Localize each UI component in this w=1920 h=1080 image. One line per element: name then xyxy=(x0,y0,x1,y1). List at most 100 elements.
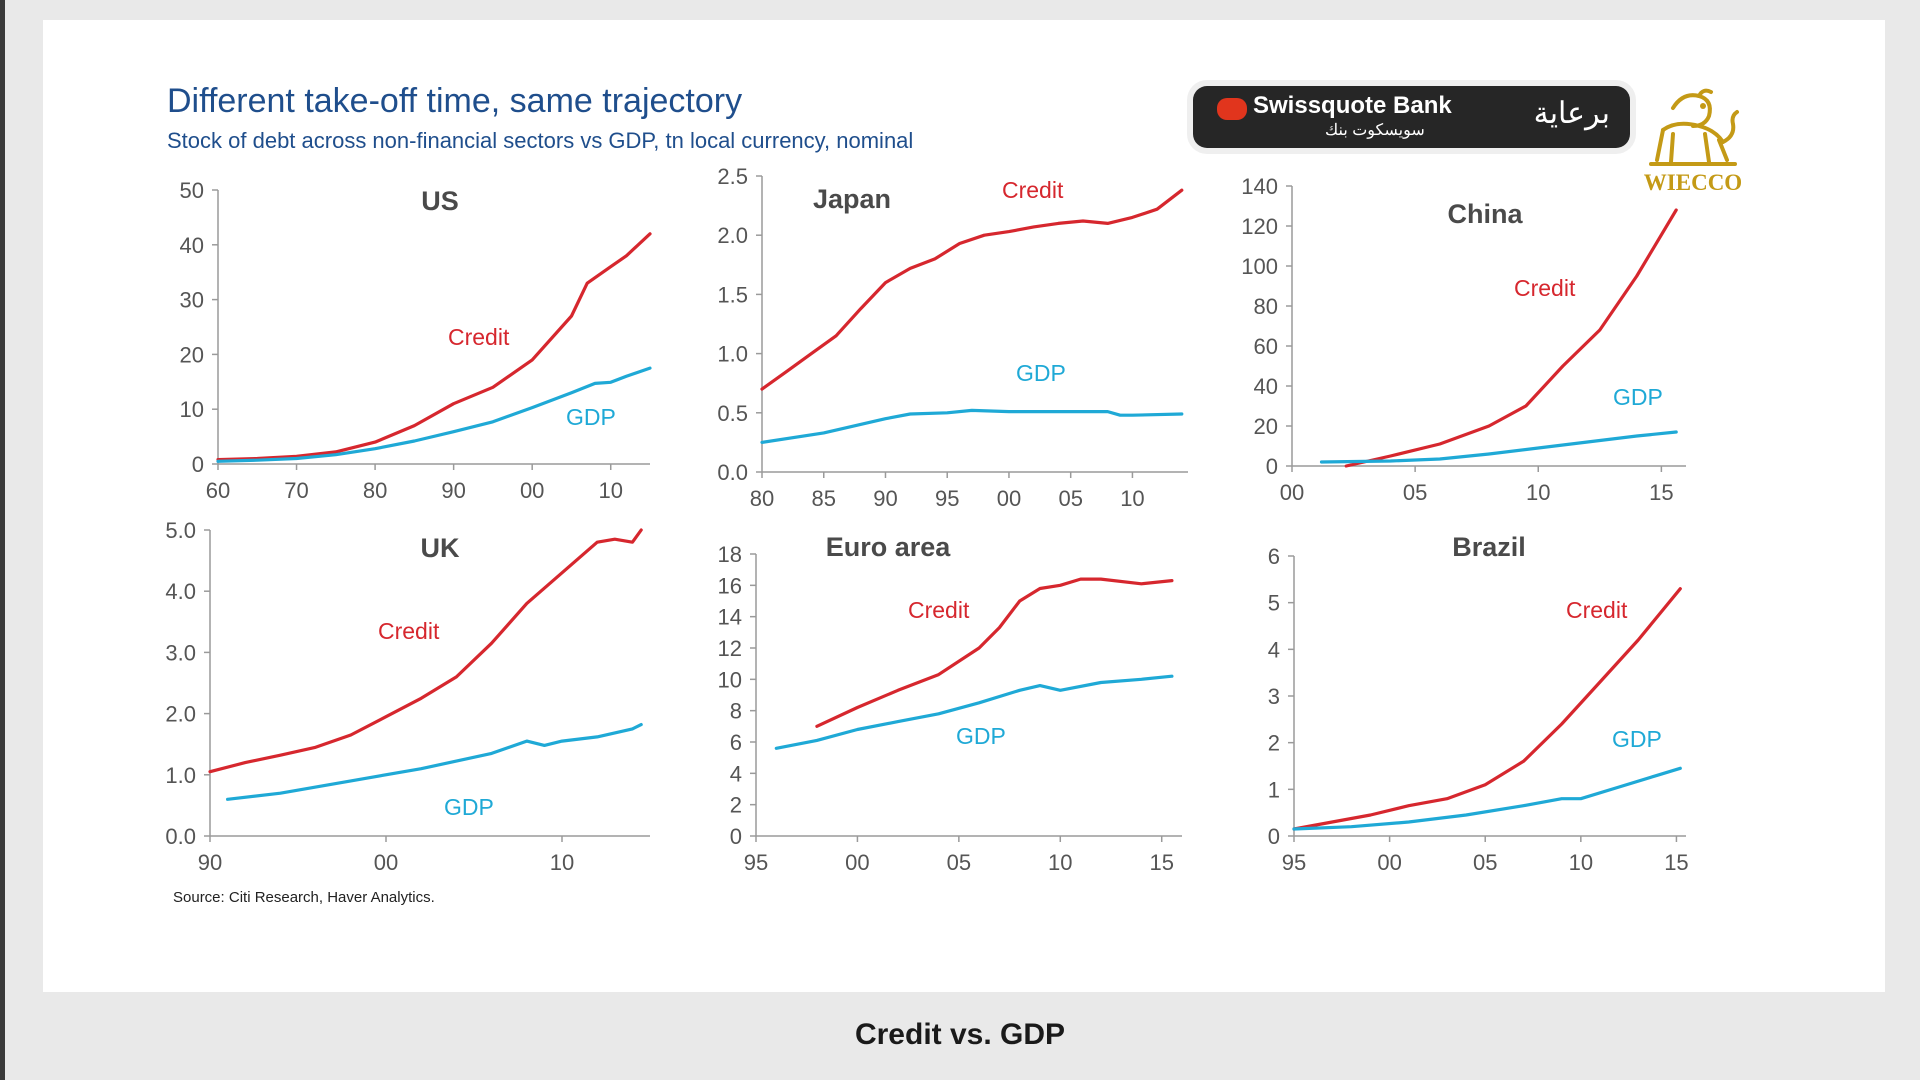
euro-area-x-tick-label: 05 xyxy=(947,850,971,875)
japan-panel-title: Japan xyxy=(813,184,891,214)
japan-y-tick-label: 2.5 xyxy=(717,164,748,189)
euro-area-x-tick-label: 95 xyxy=(744,850,768,875)
sponsor-word: برعاية xyxy=(1533,97,1610,130)
us-gdp-label: GDP xyxy=(566,404,616,430)
us-credit-line xyxy=(216,232,652,462)
japan-credit-line xyxy=(760,188,1184,391)
us-gdp-line xyxy=(216,366,652,463)
china-y-tick-label: 140 xyxy=(1241,174,1278,199)
china-y-tick-label: 60 xyxy=(1254,334,1278,359)
brazil-y-tick-label: 2 xyxy=(1268,731,1280,756)
brazil-gdp-line xyxy=(1292,766,1682,831)
figure-caption: Credit vs. GDP xyxy=(854,1018,1066,1051)
china-y-tick-label: 40 xyxy=(1254,374,1278,399)
uk-gdp-line xyxy=(226,722,643,801)
euro-area-panel-title: Euro area xyxy=(826,532,952,562)
euro-area-y-tick-label: 12 xyxy=(718,636,742,661)
brazil-y-tick-label: 6 xyxy=(1268,544,1280,569)
japan-y-tick-label: 2.0 xyxy=(717,223,748,248)
brazil-y-tick-label: 5 xyxy=(1268,591,1280,616)
brazil-x-tick-label: 95 xyxy=(1282,850,1306,875)
china-gdp-label: GDP xyxy=(1613,384,1663,410)
japan-gdp-label: GDP xyxy=(1016,360,1066,386)
china-x-tick-label: 10 xyxy=(1526,480,1550,505)
us-y-tick-label: 10 xyxy=(180,397,204,422)
uk-x-tick-label: 10 xyxy=(550,850,574,875)
brazil-x-tick-label: 00 xyxy=(1377,850,1401,875)
chart-slide: Different take-off time, same trajectory… xyxy=(43,20,1885,992)
japan-x-tick-label: 95 xyxy=(935,486,959,511)
uk-y-tick-label: 1.0 xyxy=(165,763,196,788)
japan-y-tick-label: 1.0 xyxy=(717,342,748,367)
euro-area-gdp-label: GDP xyxy=(956,723,1006,749)
china-credit-label: Credit xyxy=(1514,275,1576,301)
euro-area-credit-label: Credit xyxy=(908,597,970,623)
us-y-tick-label: 40 xyxy=(180,233,204,258)
us-x-tick-label: 80 xyxy=(363,478,387,503)
japan-gdp-line xyxy=(760,408,1184,444)
euro-area-credit-line xyxy=(815,577,1174,728)
chart-title: Different take-off time, same trajectory xyxy=(167,82,743,120)
brazil-y-tick-label: 1 xyxy=(1268,777,1280,802)
us-y-tick-label: 20 xyxy=(180,342,204,367)
lion-icon xyxy=(1649,88,1739,166)
brazil-panel-title: Brazil xyxy=(1452,532,1526,562)
japan-y-tick-label: 1.5 xyxy=(717,282,748,307)
uk-x-tick-label: 00 xyxy=(374,850,398,875)
euro-area-y-tick-label: 4 xyxy=(730,761,742,786)
us-panel-title: US xyxy=(421,186,459,216)
wiecco-logo-text: WIECCO xyxy=(1643,170,1743,195)
japan-x-tick-label: 80 xyxy=(750,486,774,511)
uk-y-tick-label: 5.0 xyxy=(165,518,196,543)
uk-y-tick-label: 3.0 xyxy=(165,640,196,665)
us-x-tick-label: 00 xyxy=(520,478,544,503)
euro-area-y-tick-label: 6 xyxy=(730,730,742,755)
us-y-tick-label: 0 xyxy=(192,452,204,477)
euro-area-y-tick-label: 14 xyxy=(718,605,742,630)
japan-credit-label: Credit xyxy=(1002,177,1064,203)
japan-x-tick-label: 05 xyxy=(1058,486,1082,511)
us-credit-label: Credit xyxy=(448,324,510,350)
euro-area-y-tick-label: 10 xyxy=(718,667,742,692)
euro-area-y-tick-label: 16 xyxy=(718,573,742,598)
window-edge xyxy=(0,0,5,1080)
brazil-credit-label: Credit xyxy=(1566,597,1628,623)
japan-y-tick-label: 0.5 xyxy=(717,401,748,426)
us-x-tick-label: 60 xyxy=(206,478,230,503)
us-y-tick-label: 30 xyxy=(180,288,204,313)
uk-x-tick-label: 90 xyxy=(198,850,222,875)
uk-credit-line xyxy=(208,528,643,774)
sponsor-brand-arabic: سويسكوت بنك xyxy=(1325,122,1425,139)
uk-panel-title: UK xyxy=(421,533,460,563)
swissquote-logo-icon xyxy=(1217,98,1247,120)
china-x-tick-label: 05 xyxy=(1403,480,1427,505)
china-y-tick-label: 80 xyxy=(1254,294,1278,319)
brazil-y-tick-label: 4 xyxy=(1268,637,1280,662)
china-credit-line xyxy=(1344,208,1678,468)
euro-area-y-tick-label: 0 xyxy=(730,824,742,849)
uk-gdp-label: GDP xyxy=(444,794,494,820)
us-x-tick-label: 70 xyxy=(284,478,308,503)
euro-area-y-tick-label: 18 xyxy=(718,542,742,567)
china-x-tick-label: 15 xyxy=(1649,480,1673,505)
china-panel-title: China xyxy=(1447,199,1523,229)
chart-subtitle: Stock of debt across non-financial secto… xyxy=(167,128,914,153)
china-x-tick-label: 00 xyxy=(1280,480,1304,505)
china-gdp-line xyxy=(1319,430,1678,464)
uk-credit-label: Credit xyxy=(378,618,440,644)
brazil-x-tick-label: 15 xyxy=(1664,850,1688,875)
sponsor-brand-name: Swissquote Bank xyxy=(1253,92,1452,119)
euro-area-y-tick-label: 8 xyxy=(730,699,742,724)
japan-y-tick-label: 0.0 xyxy=(717,460,748,485)
us-x-tick-label: 10 xyxy=(598,478,622,503)
us-y-tick-label: 50 xyxy=(180,178,204,203)
china-y-tick-label: 100 xyxy=(1241,254,1278,279)
wiecco-logo: WIECCO xyxy=(1643,86,1743,196)
euro-area-x-tick-label: 15 xyxy=(1149,850,1173,875)
china-y-tick-label: 20 xyxy=(1254,414,1278,439)
euro-area-y-tick-label: 2 xyxy=(730,793,742,818)
source-note: Source: Citi Research, Haver Analytics. xyxy=(173,889,435,906)
brazil-x-tick-label: 05 xyxy=(1473,850,1497,875)
brazil-gdp-label: GDP xyxy=(1612,726,1662,752)
